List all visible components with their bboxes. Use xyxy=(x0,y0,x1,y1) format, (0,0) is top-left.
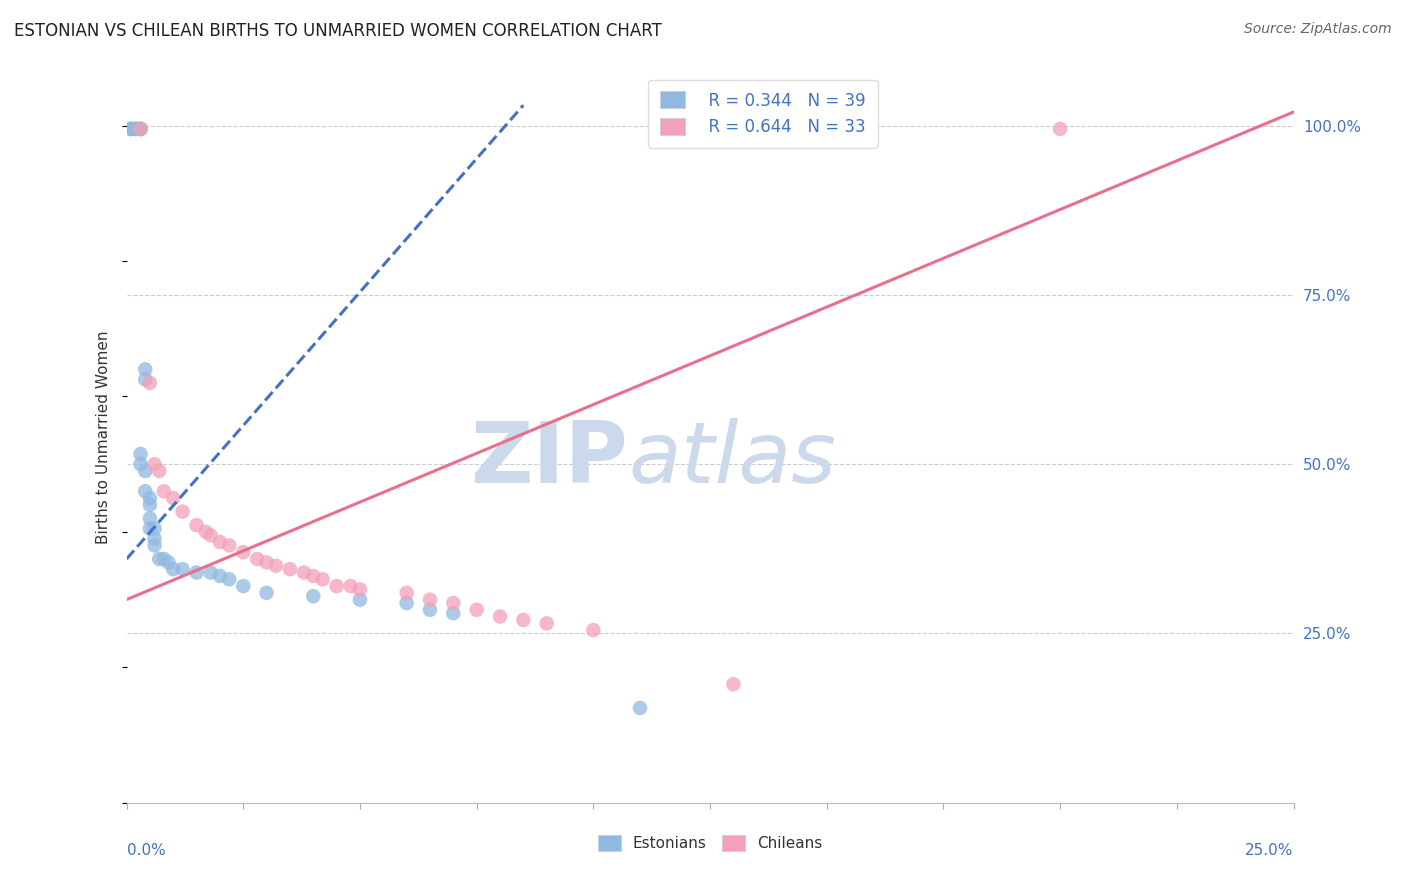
Point xyxy=(536,616,558,631)
Point xyxy=(129,447,152,461)
Point xyxy=(134,484,156,499)
Point xyxy=(162,562,184,576)
Point xyxy=(419,592,441,607)
Point xyxy=(200,528,222,542)
Point xyxy=(148,552,170,566)
Point xyxy=(465,603,488,617)
Point xyxy=(120,122,142,136)
Point xyxy=(134,362,156,376)
Point xyxy=(139,376,162,390)
Point xyxy=(129,122,152,136)
Point xyxy=(292,566,315,580)
Point xyxy=(232,545,254,559)
Point xyxy=(339,579,361,593)
Text: ZIP: ZIP xyxy=(471,417,628,500)
Point xyxy=(120,122,142,136)
Point xyxy=(148,464,170,478)
Point xyxy=(489,609,512,624)
Point xyxy=(143,532,166,546)
Point xyxy=(186,518,208,533)
Point xyxy=(143,538,166,552)
Point xyxy=(311,572,333,586)
Point xyxy=(395,596,418,610)
Point xyxy=(232,579,254,593)
Point xyxy=(172,562,194,576)
Point xyxy=(139,498,162,512)
Point xyxy=(419,603,441,617)
Point xyxy=(208,535,231,549)
Point xyxy=(125,122,148,136)
Point xyxy=(723,677,745,691)
Point xyxy=(200,566,222,580)
Point xyxy=(582,623,605,637)
Point xyxy=(256,586,278,600)
Point xyxy=(349,582,371,597)
Point xyxy=(139,511,162,525)
Point xyxy=(628,701,651,715)
Point xyxy=(125,122,148,136)
Point xyxy=(186,566,208,580)
Text: 0.0%: 0.0% xyxy=(127,843,166,858)
Point xyxy=(129,122,152,136)
Point xyxy=(143,521,166,535)
Point xyxy=(302,589,325,603)
Point xyxy=(264,558,287,573)
Point xyxy=(194,524,217,539)
Point xyxy=(143,457,166,471)
Point xyxy=(153,552,176,566)
Point xyxy=(134,464,156,478)
Point xyxy=(218,572,240,586)
Text: Source: ZipAtlas.com: Source: ZipAtlas.com xyxy=(1244,22,1392,37)
Text: atlas: atlas xyxy=(628,417,837,500)
Point xyxy=(1049,122,1071,136)
Point xyxy=(302,569,325,583)
Point xyxy=(139,521,162,535)
Point xyxy=(129,122,152,136)
Point xyxy=(441,596,464,610)
Point xyxy=(129,122,152,136)
Point xyxy=(325,579,347,593)
Point xyxy=(441,606,464,620)
Text: ESTONIAN VS CHILEAN BIRTHS TO UNMARRIED WOMEN CORRELATION CHART: ESTONIAN VS CHILEAN BIRTHS TO UNMARRIED … xyxy=(14,22,662,40)
Point xyxy=(172,505,194,519)
Point xyxy=(395,586,418,600)
Legend: Estonians, Chileans: Estonians, Chileans xyxy=(592,830,828,857)
Point xyxy=(134,372,156,386)
Point xyxy=(256,555,278,569)
Point xyxy=(246,552,269,566)
Point xyxy=(512,613,534,627)
Point xyxy=(218,538,240,552)
Point xyxy=(125,122,148,136)
Point xyxy=(120,122,142,136)
Point xyxy=(139,491,162,505)
Text: 25.0%: 25.0% xyxy=(1246,843,1294,858)
Point xyxy=(153,484,176,499)
Point xyxy=(157,555,180,569)
Point xyxy=(129,457,152,471)
Point xyxy=(349,592,371,607)
Point xyxy=(208,569,231,583)
Point xyxy=(278,562,301,576)
Point xyxy=(162,491,184,505)
Y-axis label: Births to Unmarried Women: Births to Unmarried Women xyxy=(96,330,111,544)
